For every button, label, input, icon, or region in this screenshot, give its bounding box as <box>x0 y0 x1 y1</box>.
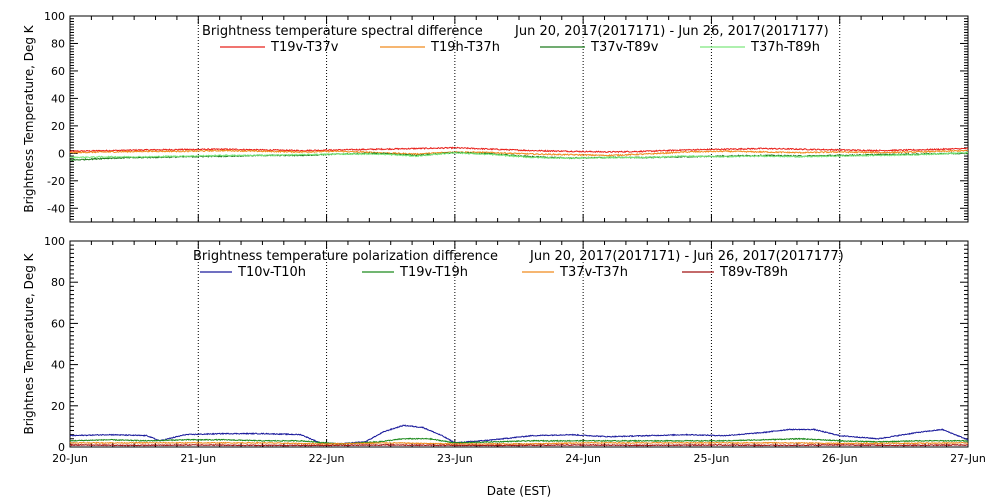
y-tick-label: 0 <box>58 147 65 160</box>
legend-label: T19v-T37v <box>270 40 339 55</box>
spectral-legend: T19v-T37v T19h-T37h T37v-T89v T37h-T89h <box>220 40 820 55</box>
polarization-legend: T10v-T10h T19v-T19h T37v-T37h T89v-T89h <box>200 265 788 280</box>
polarization-y-ticks: 0 20 40 60 80 100 <box>44 235 968 454</box>
y-tick-label: 100 <box>44 10 65 23</box>
x-tick-label: 23-Jun <box>437 452 473 465</box>
polarization-y-axis-title: Brightnes Temperature, Deg K <box>22 252 36 434</box>
polarization-gridlines <box>197 241 841 447</box>
spectral-series <box>69 146 969 162</box>
polarization-x-ticks: 20-Jun 21-Jun 22-Jun 23-Jun 24-Jun 25-Jun 26-J… <box>52 241 986 465</box>
polarization-date-range: Jun 20, 2017(2017171) - Jun 26, 2017(201… <box>529 249 844 264</box>
y-tick-label: -40 <box>47 202 65 215</box>
legend-label: T37h-T89h <box>750 40 820 55</box>
polarization-title: Brightness temperature polarization diff… <box>193 249 498 264</box>
legend-label: T19h-T37h <box>430 40 500 55</box>
x-tick-label: 24-Jun <box>565 452 601 465</box>
y-tick-label: 20 <box>51 400 65 413</box>
y-tick-label: 80 <box>51 276 65 289</box>
legend-label: T89v-T89h <box>719 265 788 280</box>
spectral-title: Brightness temperature spectral differen… <box>202 24 483 39</box>
x-tick-label: 27-Jun <box>950 452 986 465</box>
series-line-t37h-t89h <box>69 151 969 160</box>
polarization-series <box>69 424 969 447</box>
x-tick-label: 22-Jun <box>309 452 345 465</box>
series-line-t19v-t37v <box>69 146 969 154</box>
series-line-t37v-t37h <box>69 441 969 446</box>
y-tick-label: 80 <box>51 37 65 50</box>
x-tick-label: 20-Jun <box>52 452 88 465</box>
spectral-date-range: Jun 20, 2017(2017171) - Jun 26, 2017(201… <box>514 24 829 39</box>
spectral-x-ticks <box>69 16 969 222</box>
y-tick-label: -20 <box>47 175 65 188</box>
legend-label: T10v-T10h <box>237 265 306 280</box>
y-tick-label: 20 <box>51 120 65 133</box>
legend-label: T37v-T89v <box>590 40 659 55</box>
spectral-difference-panel: -40 -20 0 20 40 60 80 100 Brightness temperatur… <box>22 10 969 223</box>
series-line-t19v-t19h <box>69 437 969 445</box>
x-tick-label: 26-Jun <box>822 452 858 465</box>
series-line-t19h-t37h <box>69 149 969 157</box>
spectral-gridlines <box>197 16 841 222</box>
y-tick-label: 40 <box>51 92 65 105</box>
spectral-y-ticks: -40 -20 0 20 40 60 80 100 <box>44 10 968 223</box>
legend-label: T19v-T19h <box>399 265 468 280</box>
series-line-t10v-t10h <box>69 424 969 445</box>
y-tick-label: 60 <box>51 65 65 78</box>
x-axis-title: Date (EST) <box>487 484 551 498</box>
y-tick-label: 0 <box>58 441 65 454</box>
legend-label: T37v-T37h <box>559 265 628 280</box>
y-tick-label: 100 <box>44 235 65 248</box>
x-tick-label: 25-Jun <box>694 452 730 465</box>
x-tick-label: 21-Jun <box>180 452 216 465</box>
polarization-difference-panel: 0 20 40 60 80 100 20-Jun 21-Jun 22-Jun 23-Jun 24-… <box>22 235 986 498</box>
y-tick-label: 60 <box>51 317 65 330</box>
series-line-t89v-t89h <box>69 443 969 447</box>
spectral-plot-frame <box>69 15 969 223</box>
spectral-y-axis-title: Brightness Temperature, Deg K <box>22 24 36 212</box>
y-tick-label: 40 <box>51 359 65 372</box>
